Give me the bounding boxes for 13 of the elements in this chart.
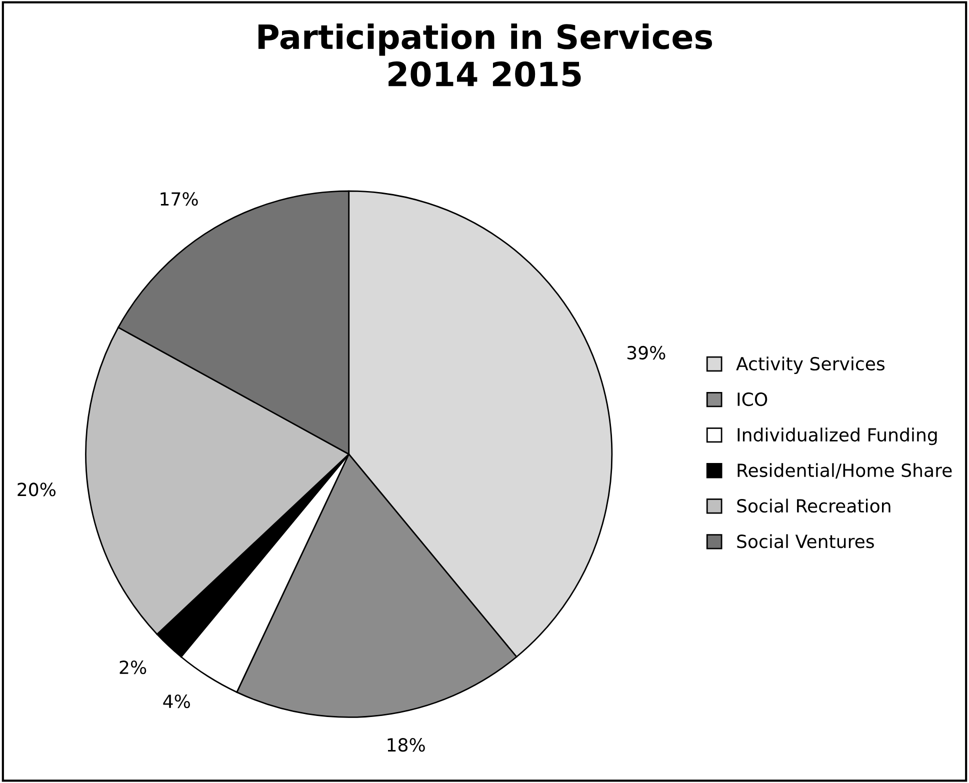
legend-label: Social Ventures bbox=[737, 534, 874, 548]
legend-label: Individualized Funding bbox=[738, 428, 937, 446]
chart-title: Participation in Services 2014 2015 bbox=[258, 23, 712, 87]
data-label: 20% bbox=[18, 482, 56, 496]
data-label: 4% bbox=[163, 694, 190, 708]
data-label: 18% bbox=[388, 738, 425, 752]
legend-label: ICO bbox=[738, 392, 768, 406]
legend-label: Social Recreation bbox=[737, 498, 890, 513]
legend-label: Residential/Home Share bbox=[738, 463, 952, 479]
data-label: 39% bbox=[627, 346, 666, 360]
legend-label: Activity Services bbox=[736, 356, 885, 374]
data-label: 17% bbox=[160, 192, 198, 206]
data-label: 2% bbox=[120, 660, 146, 674]
